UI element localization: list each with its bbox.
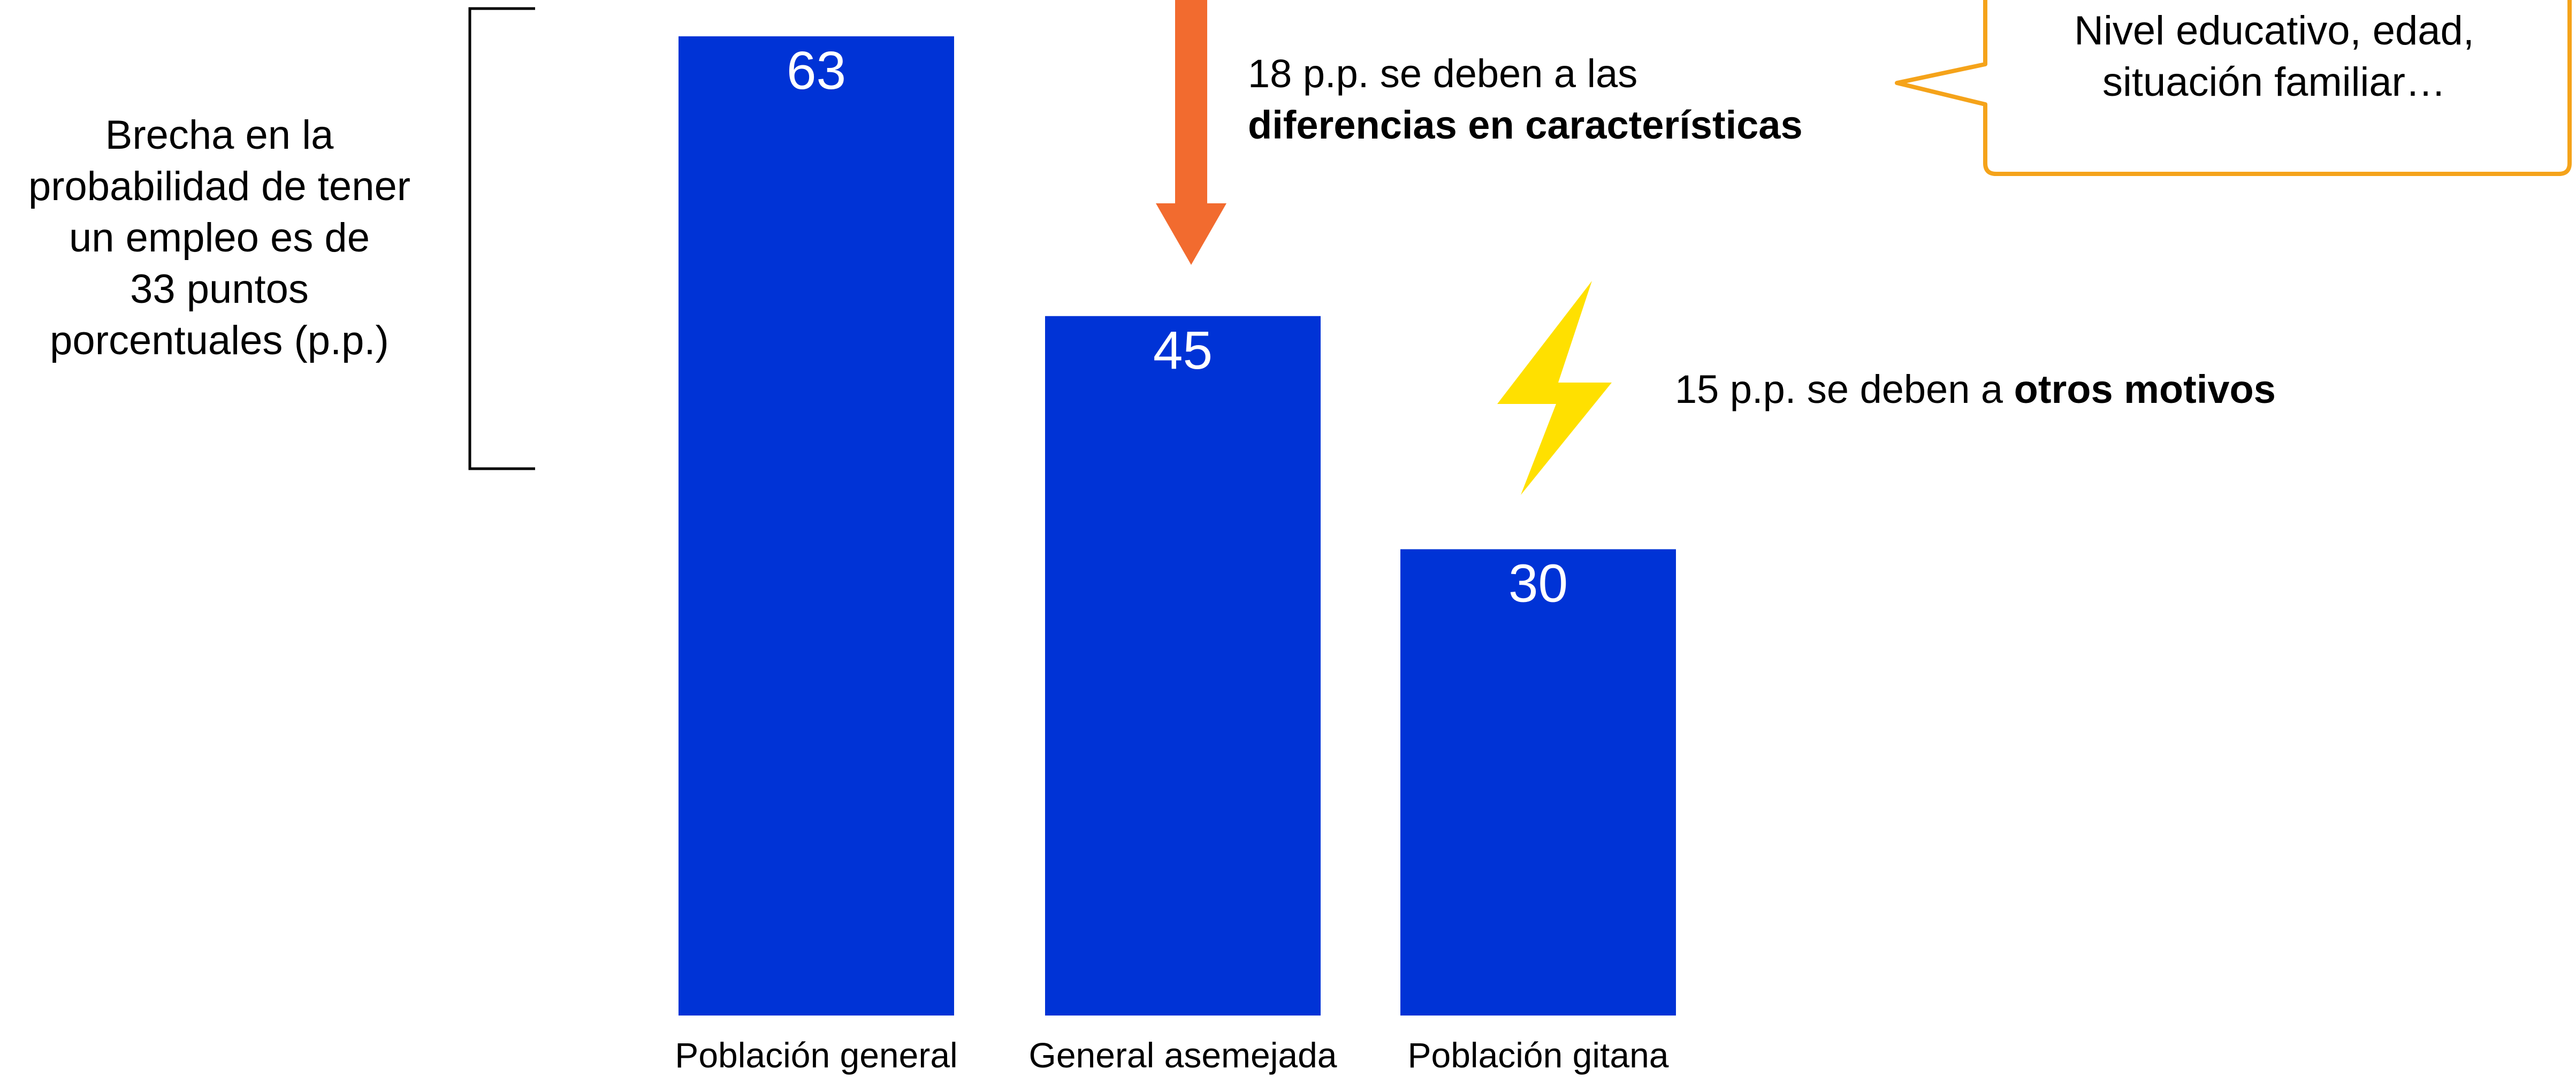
- gap-label: Brecha en la probabilidad de tener un em…: [0, 110, 439, 367]
- bar-value-label: 45: [1153, 320, 1213, 380]
- gap-label-line: Brecha en la: [105, 112, 334, 158]
- characteristics-annotation: 18 p.p. se deben a las diferencias en ca…: [1248, 48, 1803, 151]
- gap-label-line: porcentuales (p.p.): [50, 318, 389, 363]
- callout-box: [1895, 0, 2572, 176]
- other-bold: otros motivos: [2014, 367, 2276, 411]
- down-arrow-icon: [1156, 0, 1226, 265]
- characteristics-prefix: 18 p.p. se deben a las: [1248, 51, 1638, 96]
- callout-line: situación familiar…: [2102, 59, 2446, 105]
- category-label: Población general: [675, 1035, 957, 1075]
- callout-line: Nivel educativo, edad,: [2074, 8, 2474, 54]
- gap-label-line: 33 puntos: [130, 266, 309, 312]
- category-label: General asemejada: [1028, 1035, 1337, 1075]
- bar: [1400, 549, 1676, 1016]
- other-prefix: 15 p.p. se deben a: [1675, 367, 2014, 411]
- characteristics-bold: diferencias en características: [1248, 103, 1803, 147]
- callout-text: Nivel educativo, edad, situación familia…: [1980, 5, 2569, 108]
- bar-value-label: 63: [787, 41, 846, 101]
- gap-bracket: [468, 7, 535, 470]
- other-reasons-annotation: 15 p.p. se deben a otros motivos: [1675, 364, 2276, 415]
- bar: [679, 36, 954, 1016]
- gap-label-line: probabilidad de tener: [28, 164, 411, 209]
- gap-label-line: un empleo es de: [69, 215, 370, 261]
- category-label: Población gitana: [1407, 1035, 1668, 1075]
- bar-value-label: 30: [1508, 554, 1568, 614]
- lightning-bolt-icon: [1497, 281, 1612, 495]
- bar: [1045, 316, 1321, 1016]
